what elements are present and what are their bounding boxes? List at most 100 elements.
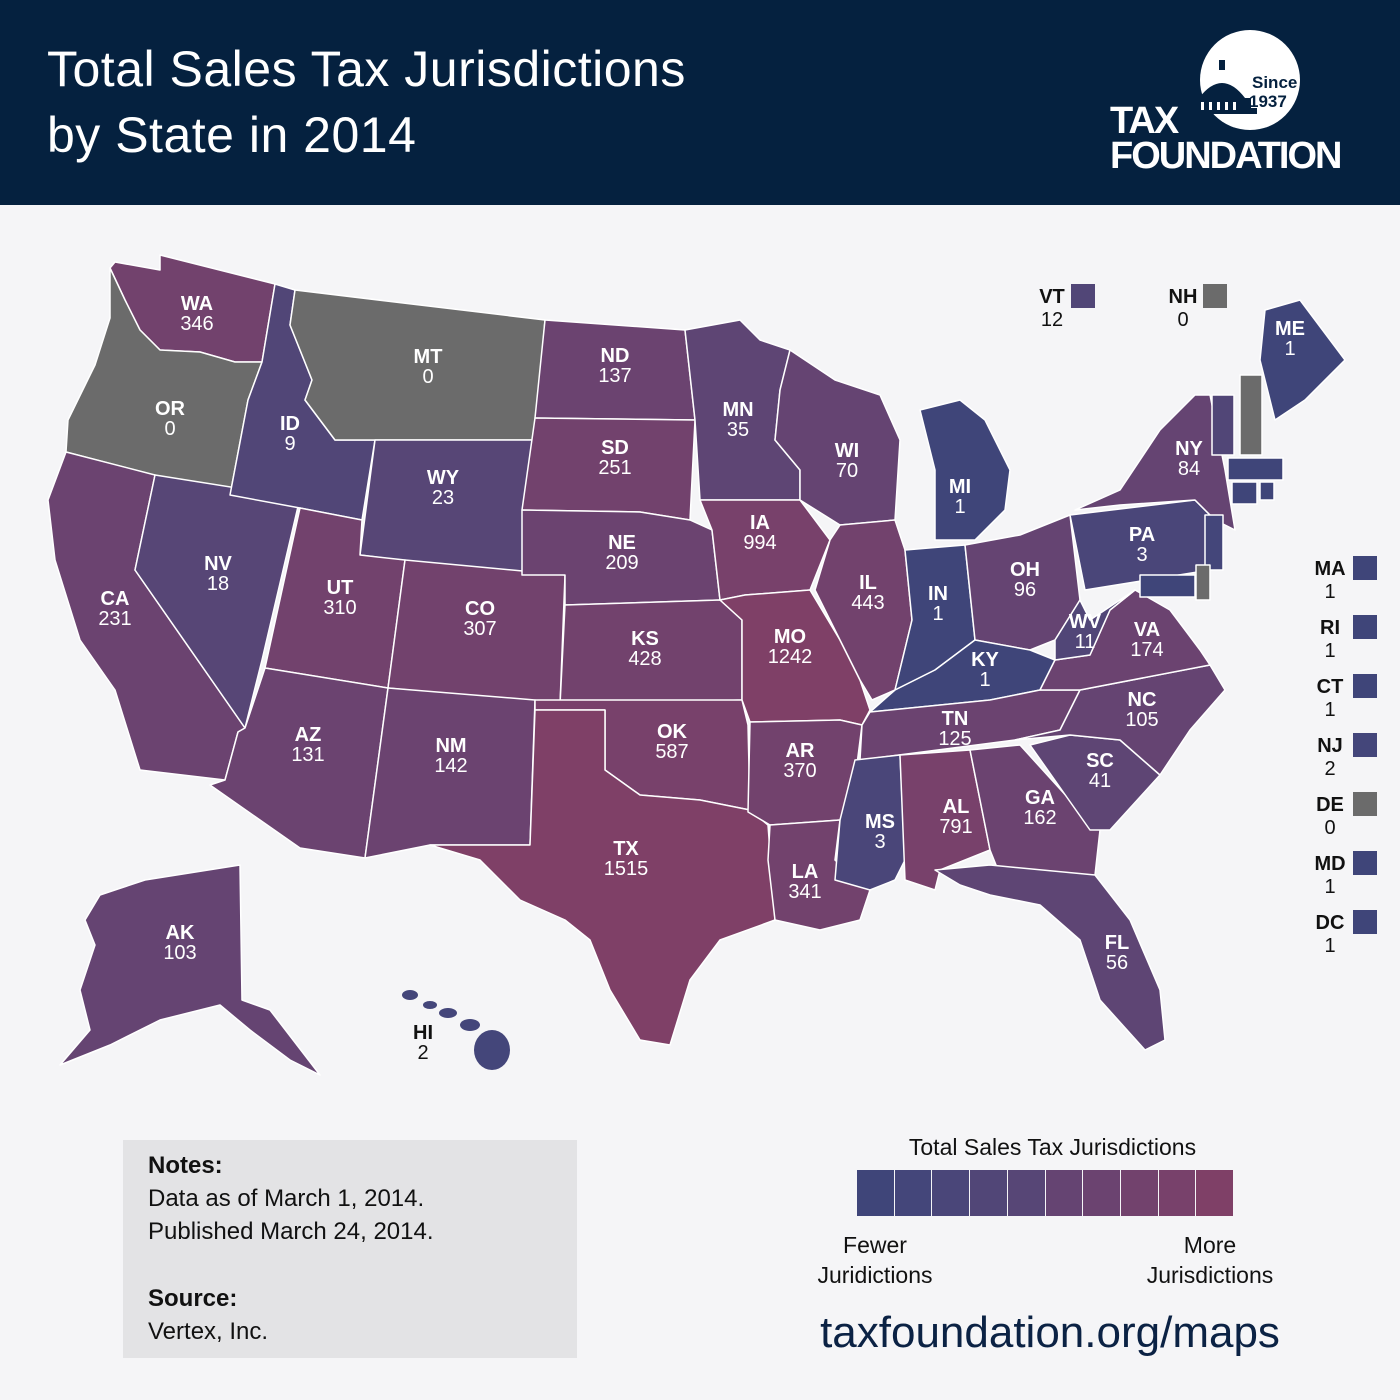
- state-abbr: TN: [942, 708, 969, 730]
- legend-low-line2: Juridictions: [817, 1262, 933, 1288]
- state-label-il: IL 443: [851, 572, 884, 614]
- state-label-tx: TX 1515: [604, 838, 649, 880]
- state-nh: [1239, 374, 1263, 456]
- svg-text:FOUNDATION: FOUNDATION: [1110, 135, 1341, 177]
- side-key-value: 1: [1324, 935, 1335, 957]
- state-value: 310: [323, 597, 356, 619]
- state-abbr: TX: [613, 838, 639, 860]
- legend-swatch: [970, 1170, 1008, 1216]
- state-abbr: CA: [101, 588, 130, 610]
- state-abbr: GA: [1025, 787, 1055, 809]
- state-value: 41: [1089, 770, 1111, 792]
- state-ri: [1259, 481, 1275, 501]
- state-value: 443: [851, 592, 884, 614]
- state-tx: [429, 709, 776, 1046]
- state-abbr: MT: [414, 346, 443, 368]
- state-label-mn: MN 35: [722, 399, 753, 441]
- legend-title: Total Sales Tax Jurisdictions: [908, 1134, 1197, 1160]
- state-value: 1515: [604, 858, 649, 880]
- state-value: 1: [932, 603, 943, 625]
- state-hi-island: [439, 1008, 457, 1018]
- source-url-link[interactable]: taxfoundation.org/maps: [820, 1308, 1280, 1357]
- legend-swatch: [1045, 1170, 1084, 1216]
- state-value: 1: [979, 669, 990, 691]
- state-label-oh: OH 96: [1010, 559, 1040, 601]
- state-value: 125: [938, 728, 971, 750]
- state-value: 96: [1014, 579, 1036, 601]
- state-label-id: ID 9: [280, 413, 300, 455]
- state-value: 70: [836, 460, 858, 482]
- state-value: 174: [1130, 639, 1163, 661]
- side-key-label-dc: DC 1: [1316, 912, 1345, 957]
- state-value: 1: [1284, 338, 1295, 360]
- legend-swatch: [932, 1170, 971, 1216]
- legend-low-line1: Fewer: [843, 1232, 907, 1258]
- state-value: 209: [605, 552, 638, 574]
- legend-swatch: [1083, 1170, 1121, 1216]
- legend-high-label: More Jurisdictions: [1115, 1230, 1305, 1290]
- svg-text:TAX: TAX: [1110, 100, 1180, 142]
- state-label-va: VA 174: [1130, 619, 1163, 661]
- state-value: 3: [1136, 544, 1147, 566]
- page-title-line-1: Total Sales Tax Jurisdictions: [47, 41, 686, 97]
- state-abbr: MN: [722, 399, 753, 421]
- state-value: 137: [598, 365, 631, 387]
- state-value: 231: [98, 608, 131, 630]
- state-il: [814, 519, 913, 701]
- state-nj: [1204, 514, 1224, 571]
- state-label-ia: IA 994: [743, 512, 776, 554]
- state-label-wv: WV 11: [1069, 611, 1102, 653]
- source-heading: Source:: [148, 1285, 238, 1312]
- svg-text:1937: 1937: [1249, 92, 1287, 111]
- state-value: 428: [628, 648, 661, 670]
- state-me: [1259, 299, 1346, 421]
- state-ak: [59, 864, 321, 1076]
- side-key-abbr: MA: [1314, 558, 1345, 580]
- state-abbr: SC: [1086, 750, 1114, 772]
- side-key-label-ri: RI 1: [1320, 617, 1340, 662]
- state-label-in: IN 1: [928, 583, 948, 625]
- state-abbr: ND: [601, 345, 630, 367]
- state-label-co: CO 307: [463, 598, 496, 640]
- state-label-wa: WA 346: [180, 293, 213, 335]
- state-value: 251: [598, 457, 631, 479]
- side-key-label-de: DE 0: [1316, 794, 1344, 839]
- side-key-swatch-de: [1353, 792, 1377, 816]
- state-label-mt: MT 0: [414, 346, 443, 388]
- state-label-ne: NE 209: [605, 532, 638, 574]
- notes-published-date: Published March 24, 2014.: [148, 1218, 434, 1245]
- state-value: 105: [1125, 709, 1158, 731]
- state-value: 346: [180, 313, 213, 335]
- state-label-ga: GA 162: [1023, 787, 1056, 829]
- state-value: 791: [939, 816, 972, 838]
- side-key-value: 1: [1324, 640, 1335, 662]
- state-abbr: KY: [971, 649, 999, 671]
- state-abbr: NM: [435, 735, 466, 757]
- side-key-swatch-nh: [1203, 284, 1227, 308]
- state-value: 18: [207, 573, 229, 595]
- state-hi-island: [402, 990, 418, 1000]
- state-label-mi: MI 1: [949, 476, 971, 518]
- state-label-nc: NC 105: [1125, 689, 1158, 731]
- state-md: [1139, 574, 1196, 598]
- state-abbr: NV: [204, 553, 232, 575]
- side-key-value: 0: [1177, 309, 1188, 331]
- state-ma: [1227, 457, 1284, 481]
- side-key-value: 1: [1324, 699, 1335, 721]
- side-key-abbr: CT: [1317, 676, 1344, 698]
- state-label-nm: NM 142: [434, 735, 467, 777]
- source-text: Vertex, Inc.: [148, 1318, 269, 1345]
- state-fl: [934, 864, 1166, 1051]
- state-label-la: LA 341: [788, 861, 821, 903]
- state-value: 587: [655, 741, 688, 763]
- state-abbr: NY: [1175, 438, 1203, 460]
- state-hi-island: [423, 1001, 437, 1009]
- state-label-az: AZ 131: [291, 724, 324, 766]
- side-key-value: 0: [1324, 817, 1335, 839]
- state-value: 341: [788, 881, 821, 903]
- state-mi: [919, 399, 1011, 541]
- side-key-swatch-ma: [1353, 556, 1377, 580]
- state-value: 162: [1023, 807, 1056, 829]
- state-value: 307: [463, 618, 496, 640]
